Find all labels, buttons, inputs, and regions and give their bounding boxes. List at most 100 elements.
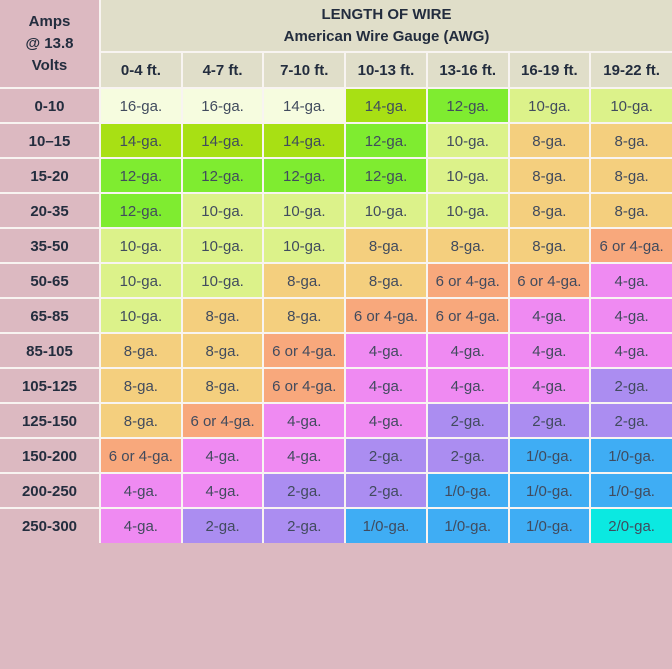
gauge-cell: 10-ga. [99, 262, 183, 299]
amps-row-label: 125-150 [0, 402, 102, 439]
wire-gauge-table: Amps @ 13.8 Volts LENGTH OF WIRE America… [0, 0, 672, 544]
gauge-cell: 4-ga. [262, 437, 347, 474]
title-row: Amps @ 13.8 Volts LENGTH OF WIRE America… [0, 0, 672, 89]
table-row: 125-150 8-ga. 6 or 4-ga. 4-ga. 4-ga. 2-ga. 2-g… [0, 402, 672, 439]
gauge-cell: 10-ga. [262, 192, 347, 229]
gauge-cell: 6 or 4-ga. [262, 367, 347, 404]
gauge-cell: 6 or 4-ga. [344, 297, 428, 334]
gauge-cell: 10-ga. [180, 262, 265, 299]
gauge-cell: 10-ga. [99, 297, 183, 334]
table-title-cell: LENGTH OF WIRE American Wire Gauge (AWG) [99, 0, 672, 53]
gauge-cell: 1/0-ga. [425, 472, 510, 509]
gauge-cell: 4-ga. [589, 262, 672, 299]
table-row: 50-65 10-ga. 10-ga. 8-ga. 8-ga. 6 or 4-ga. 6 o… [0, 262, 672, 299]
gauge-cell: 2-ga. [589, 402, 672, 439]
column-header: 16-19 ft. [507, 51, 592, 89]
gauge-cell: 2-ga. [344, 437, 428, 474]
amps-row-label: 150-200 [0, 437, 102, 474]
table-row: 150-200 6 or 4-ga. 4-ga. 4-ga. 2-ga. 2-ga. 1/0… [0, 437, 672, 474]
gauge-cell: 10-ga. [344, 192, 428, 229]
gauge-cell: 8-ga. [180, 332, 265, 369]
gauge-cell: 8-ga. [180, 297, 265, 334]
gauge-cell: 4-ga. [262, 402, 347, 439]
gauge-cell: 14-ga. [344, 87, 428, 124]
gauge-cell: 8-ga. [425, 227, 510, 264]
gauge-cell: 1/0-ga. [425, 507, 510, 544]
gauge-cell: 8-ga. [262, 297, 347, 334]
amps-row-label: 85-105 [0, 332, 102, 369]
gauge-cell: 4-ga. [99, 472, 183, 509]
amps-row-label: 250-300 [0, 507, 102, 544]
gauge-cell: 6 or 4-ga. [262, 332, 347, 369]
gauge-cell: 8-ga. [99, 402, 183, 439]
gauge-cell: 12-ga. [99, 157, 183, 194]
gauge-cell: 10-ga. [589, 87, 672, 124]
gauge-cell: 8-ga. [344, 227, 428, 264]
amps-row-label: 20-35 [0, 192, 102, 229]
gauge-cell: 8-ga. [99, 332, 183, 369]
gauge-cell: 8-ga. [507, 157, 592, 194]
amps-row-label: 10–15 [0, 122, 102, 159]
column-header: 0-4 ft. [99, 51, 183, 89]
gauge-cell: 14-ga. [99, 122, 183, 159]
gauge-cell: 10-ga. [180, 227, 265, 264]
gauge-cell: 4-ga. [589, 297, 672, 334]
gauge-cell: 6 or 4-ga. [425, 262, 510, 299]
table-row: 200-250 4-ga. 4-ga. 2-ga. 2-ga. 1/0-ga. 1/0-ga… [0, 472, 672, 509]
table-title: LENGTH OF WIRE [321, 5, 452, 23]
gauge-cell: 6 or 4-ga. [507, 262, 592, 299]
gauge-cell: 8-ga. [180, 367, 265, 404]
gauge-cell: 1/0-ga. [507, 472, 592, 509]
gauge-cell: 2-ga. [344, 472, 428, 509]
column-header: 19-22 ft. [589, 51, 672, 89]
table-row: 35-50 10-ga. 10-ga. 10-ga. 8-ga. 8-ga. 8-ga. 6 … [0, 227, 672, 264]
gauge-cell: 6 or 4-ga. [180, 402, 265, 439]
gauge-cell: 16-ga. [99, 87, 183, 124]
gauge-cell: 14-ga. [262, 87, 347, 124]
gauge-cell: 6 or 4-ga. [589, 227, 672, 264]
gauge-cell: 10-ga. [425, 192, 510, 229]
table-row: 20-35 12-ga. 10-ga. 10-ga. 10-ga. 10-ga. 8-ga.… [0, 192, 672, 229]
gauge-cell: 4-ga. [507, 332, 592, 369]
amps-header: Amps @ 13.8 Volts [0, 0, 102, 89]
gauge-cell: 12-ga. [344, 157, 428, 194]
gauge-cell: 12-ga. [344, 122, 428, 159]
gauge-cell: 10-ga. [262, 227, 347, 264]
gauge-cell: 4-ga. [180, 472, 265, 509]
gauge-cell: 2-ga. [262, 507, 347, 544]
gauge-cell: 4-ga. [344, 367, 428, 404]
gauge-cell: 2-ga. [425, 437, 510, 474]
table-row: 15-20 12-ga. 12-ga. 12-ga. 12-ga. 10-ga. 8-ga.… [0, 157, 672, 194]
gauge-cell: 10-ga. [425, 122, 510, 159]
gauge-cell: 8-ga. [507, 122, 592, 159]
amps-row-label: 105-125 [0, 367, 102, 404]
table-row: 250-300 4-ga. 2-ga. 2-ga. 1/0-ga. 1/0-ga. 1/0-… [0, 507, 672, 544]
gauge-cell: 4-ga. [344, 332, 428, 369]
gauge-cell: 1/0-ga. [507, 507, 592, 544]
amps-row-label: 200-250 [0, 472, 102, 509]
column-header: 10-13 ft. [344, 51, 428, 89]
gauge-cell: 2-ga. [180, 507, 265, 544]
gauge-cell: 8-ga. [589, 157, 672, 194]
gauge-cell: 10-ga. [180, 192, 265, 229]
gauge-cell: 6 or 4-ga. [99, 437, 183, 474]
gauge-cell: 2-ga. [425, 402, 510, 439]
gauge-cell: 2-ga. [262, 472, 347, 509]
gauge-cell: 14-ga. [262, 122, 347, 159]
gauge-cell: 8-ga. [507, 192, 592, 229]
gauge-cell: 12-ga. [180, 157, 265, 194]
gauge-cell: 1/0-ga. [589, 437, 672, 474]
gauge-cell: 10-ga. [99, 227, 183, 264]
table-subtitle: American Wire Gauge (AWG) [283, 27, 490, 45]
gauge-cell: 10-ga. [507, 87, 592, 124]
gauge-cell: 1/0-ga. [589, 472, 672, 509]
amps-row-label: 15-20 [0, 157, 102, 194]
gauge-cell: 4-ga. [507, 367, 592, 404]
gauge-cell: 4-ga. [507, 297, 592, 334]
gauge-cell: 6 or 4-ga. [425, 297, 510, 334]
gauge-cell: 2-ga. [507, 402, 592, 439]
gauge-cell: 2/0-ga. [589, 507, 672, 544]
column-header: 13-16 ft. [425, 51, 510, 89]
amps-row-label: 35-50 [0, 227, 102, 264]
gauge-cell: 8-ga. [99, 367, 183, 404]
